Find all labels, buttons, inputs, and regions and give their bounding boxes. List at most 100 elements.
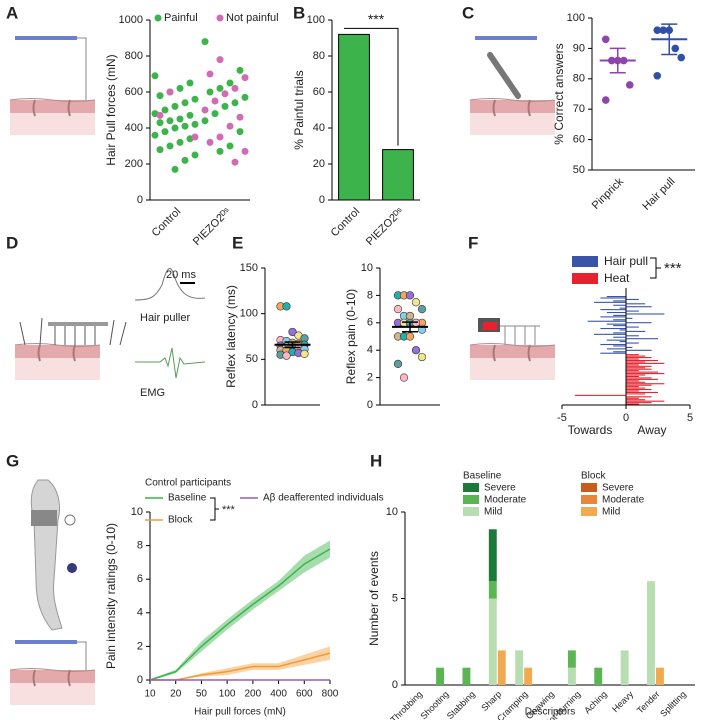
point	[201, 38, 209, 46]
bar	[626, 384, 652, 386]
bar	[626, 317, 633, 319]
point	[156, 119, 164, 127]
bar	[626, 375, 639, 378]
bar-segment	[488, 581, 497, 599]
point	[221, 102, 229, 110]
y-axis-label: % Correct answers	[552, 43, 566, 144]
point	[206, 138, 214, 146]
x-axis-label: Towards	[568, 423, 613, 437]
x-tick-label: Splitting	[658, 689, 688, 719]
y-tick-label: 90	[573, 42, 585, 54]
point	[186, 79, 194, 87]
bar	[626, 391, 658, 394]
point	[151, 72, 159, 80]
legend-label: Mild	[484, 507, 502, 518]
point	[393, 359, 403, 369]
bar	[613, 325, 626, 327]
bar	[626, 370, 639, 372]
error-bar	[661, 23, 678, 56]
y-tick-label: 100	[240, 308, 258, 320]
legend-label: Aβ deafferented individuals	[263, 493, 384, 504]
point	[191, 95, 199, 103]
point	[236, 128, 244, 136]
legend-swatch	[463, 495, 479, 504]
annotation: ***	[664, 260, 682, 277]
y-tick-label: 8	[137, 540, 143, 552]
error-bar	[609, 47, 626, 74]
bar	[626, 326, 639, 328]
y-tick-label: 20	[313, 158, 325, 170]
bar	[626, 371, 658, 373]
point	[191, 120, 199, 128]
y-tick-label: 400	[125, 122, 143, 134]
point	[201, 117, 209, 125]
x-tick-label: 5	[687, 412, 693, 424]
point	[671, 44, 680, 53]
bar	[626, 381, 646, 383]
point	[211, 97, 219, 105]
point	[231, 99, 239, 107]
legend-label: Not painful	[226, 12, 279, 24]
point	[171, 102, 179, 110]
bar	[594, 333, 626, 335]
point	[417, 352, 427, 362]
point	[201, 106, 209, 114]
point	[186, 111, 194, 119]
bar	[626, 402, 652, 404]
y-tick-label: 0	[392, 679, 398, 691]
y-axis-label: Hair Pull forces (mN)	[104, 54, 118, 165]
y-tick-label: 0	[137, 194, 143, 206]
point	[176, 115, 184, 123]
x-tick-label: Pinprick	[590, 175, 627, 212]
y-tick-label: 800	[125, 50, 143, 62]
legend-marker	[154, 14, 162, 22]
bar	[619, 329, 626, 331]
bar-segment	[620, 650, 629, 685]
y-axis-label: Reflex latency (ms)	[224, 285, 238, 388]
x-tick-label: -5	[557, 412, 567, 424]
bar	[613, 314, 626, 316]
point	[216, 56, 224, 64]
bar	[626, 380, 639, 382]
y-axis-label: Number of events	[367, 551, 381, 646]
significance-bracket	[344, 27, 399, 146]
y-tick-label: 6	[137, 573, 143, 585]
illustration	[9, 479, 96, 706]
point	[282, 302, 291, 311]
point	[191, 133, 199, 141]
bar	[626, 362, 665, 364]
bar	[626, 390, 639, 392]
bar	[606, 311, 626, 314]
legend-swatch	[581, 483, 597, 492]
bar	[382, 149, 414, 201]
scale-bar-label: 20 ms	[166, 269, 196, 281]
legend-label: Severe	[602, 483, 634, 494]
y-tick-label: 4	[367, 344, 373, 356]
panel-letter: E	[232, 233, 243, 252]
point	[241, 93, 249, 101]
bar	[626, 338, 658, 340]
y-tick-label: 2	[367, 372, 373, 384]
point	[231, 84, 239, 92]
legend-title: Block	[581, 471, 606, 482]
x-tick-label: Sharp	[479, 689, 503, 713]
legend-label: Mild	[602, 507, 620, 518]
line	[150, 652, 331, 681]
annotation: ***	[222, 504, 236, 516]
bar	[600, 309, 626, 311]
bar	[626, 374, 646, 376]
y-tick-label: 80	[313, 50, 325, 62]
line	[149, 548, 331, 681]
error-band	[150, 540, 330, 681]
x-tick-label: 800	[322, 689, 339, 700]
y-tick-label: 100	[567, 12, 585, 24]
point	[399, 373, 409, 382]
y-tick-label: 0	[319, 194, 325, 206]
point	[211, 110, 219, 118]
point	[226, 79, 234, 87]
bar	[613, 332, 626, 334]
bar	[626, 359, 658, 362]
point	[241, 74, 249, 82]
error-bar	[402, 321, 418, 333]
